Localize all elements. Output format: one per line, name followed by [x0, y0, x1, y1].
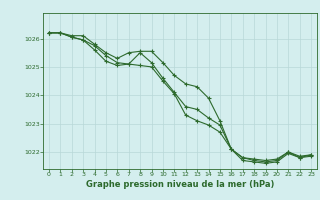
- X-axis label: Graphe pression niveau de la mer (hPa): Graphe pression niveau de la mer (hPa): [86, 180, 274, 189]
